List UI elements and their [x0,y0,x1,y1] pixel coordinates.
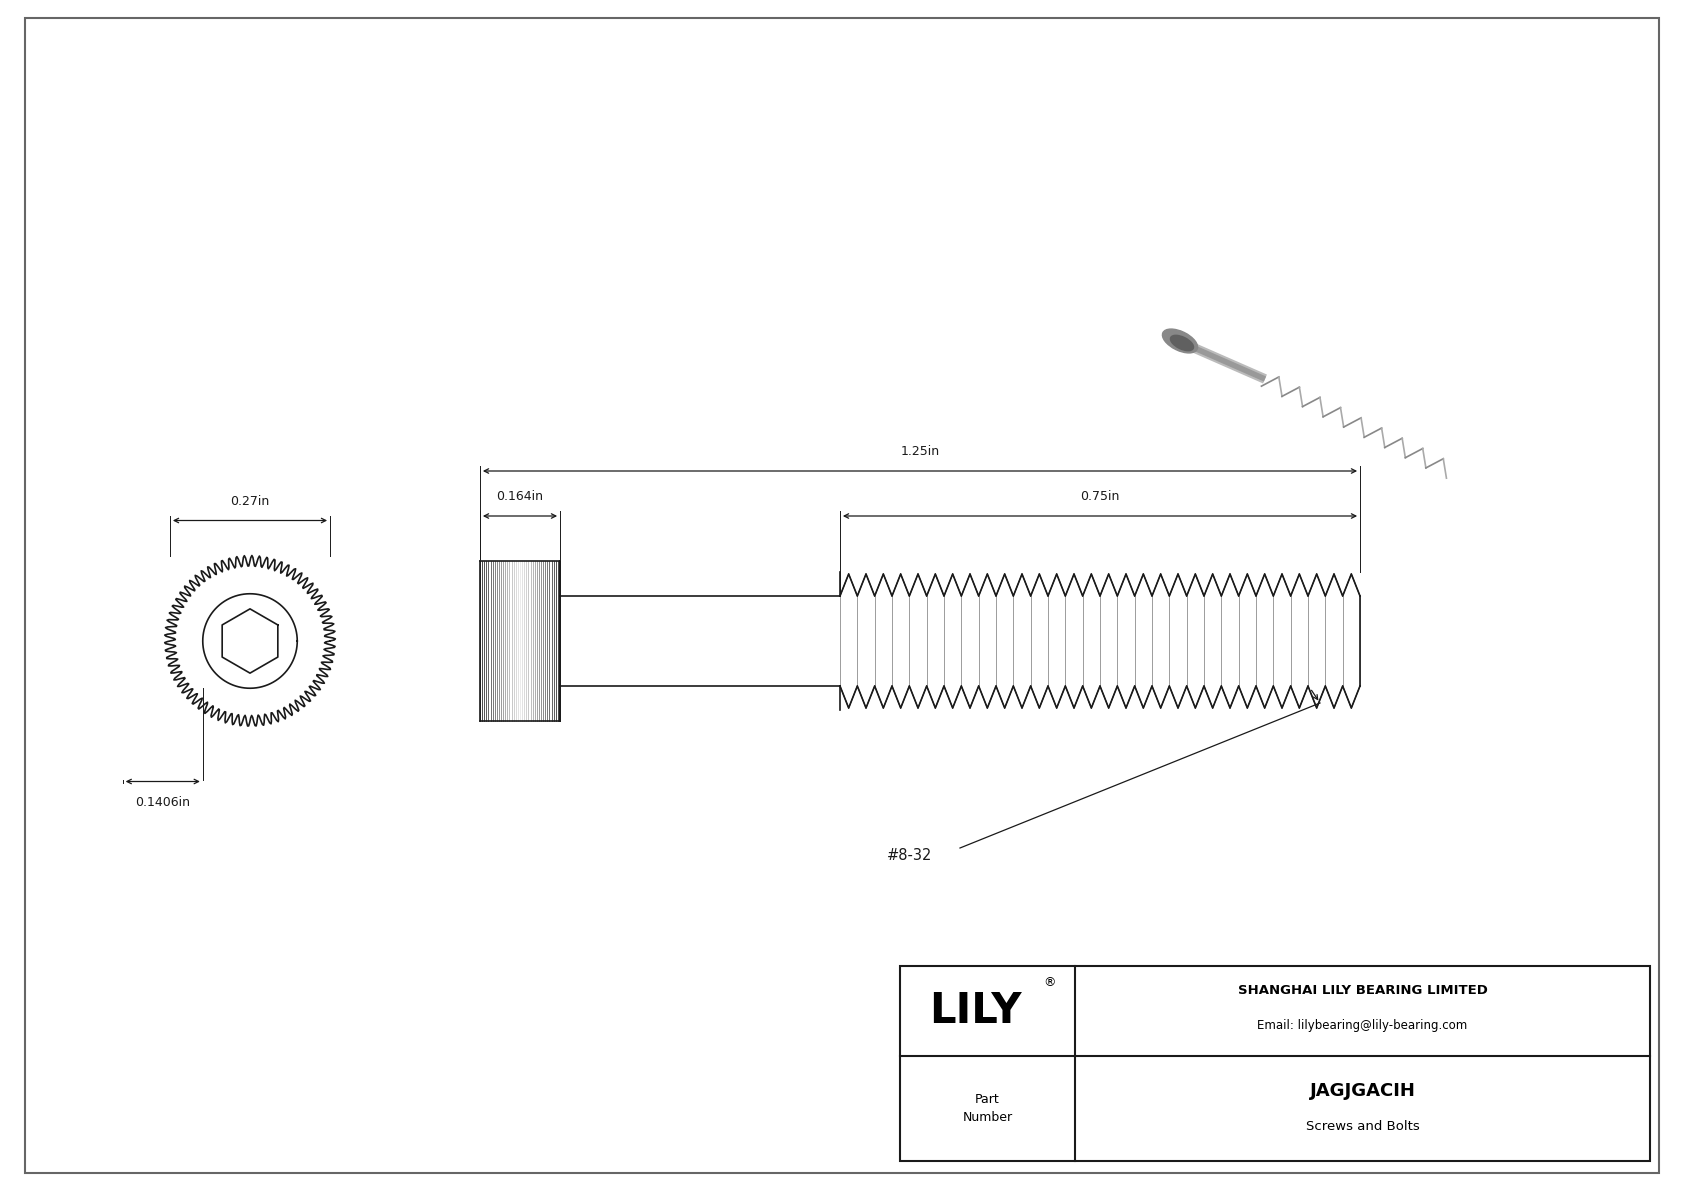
Text: 0.75in: 0.75in [1081,490,1120,503]
Text: SHANGHAI LILY BEARING LIMITED: SHANGHAI LILY BEARING LIMITED [1238,985,1487,998]
Text: Part
Number: Part Number [963,1093,1012,1124]
Text: #8-32: #8-32 [887,848,933,863]
Text: ®: ® [1044,977,1056,990]
Text: 0.27in: 0.27in [231,494,269,507]
Ellipse shape [1162,329,1197,353]
Text: LILY: LILY [930,990,1022,1031]
Text: 0.164in: 0.164in [497,490,544,503]
Text: 1.25in: 1.25in [901,445,940,459]
Text: 0.1406in: 0.1406in [135,797,190,810]
Text: Email: lilybearing@lily-bearing.com: Email: lilybearing@lily-bearing.com [1258,1019,1468,1033]
Text: JAGJGACIH: JAGJGACIH [1310,1081,1416,1099]
Text: Screws and Bolts: Screws and Bolts [1305,1120,1420,1133]
Ellipse shape [1170,336,1194,350]
